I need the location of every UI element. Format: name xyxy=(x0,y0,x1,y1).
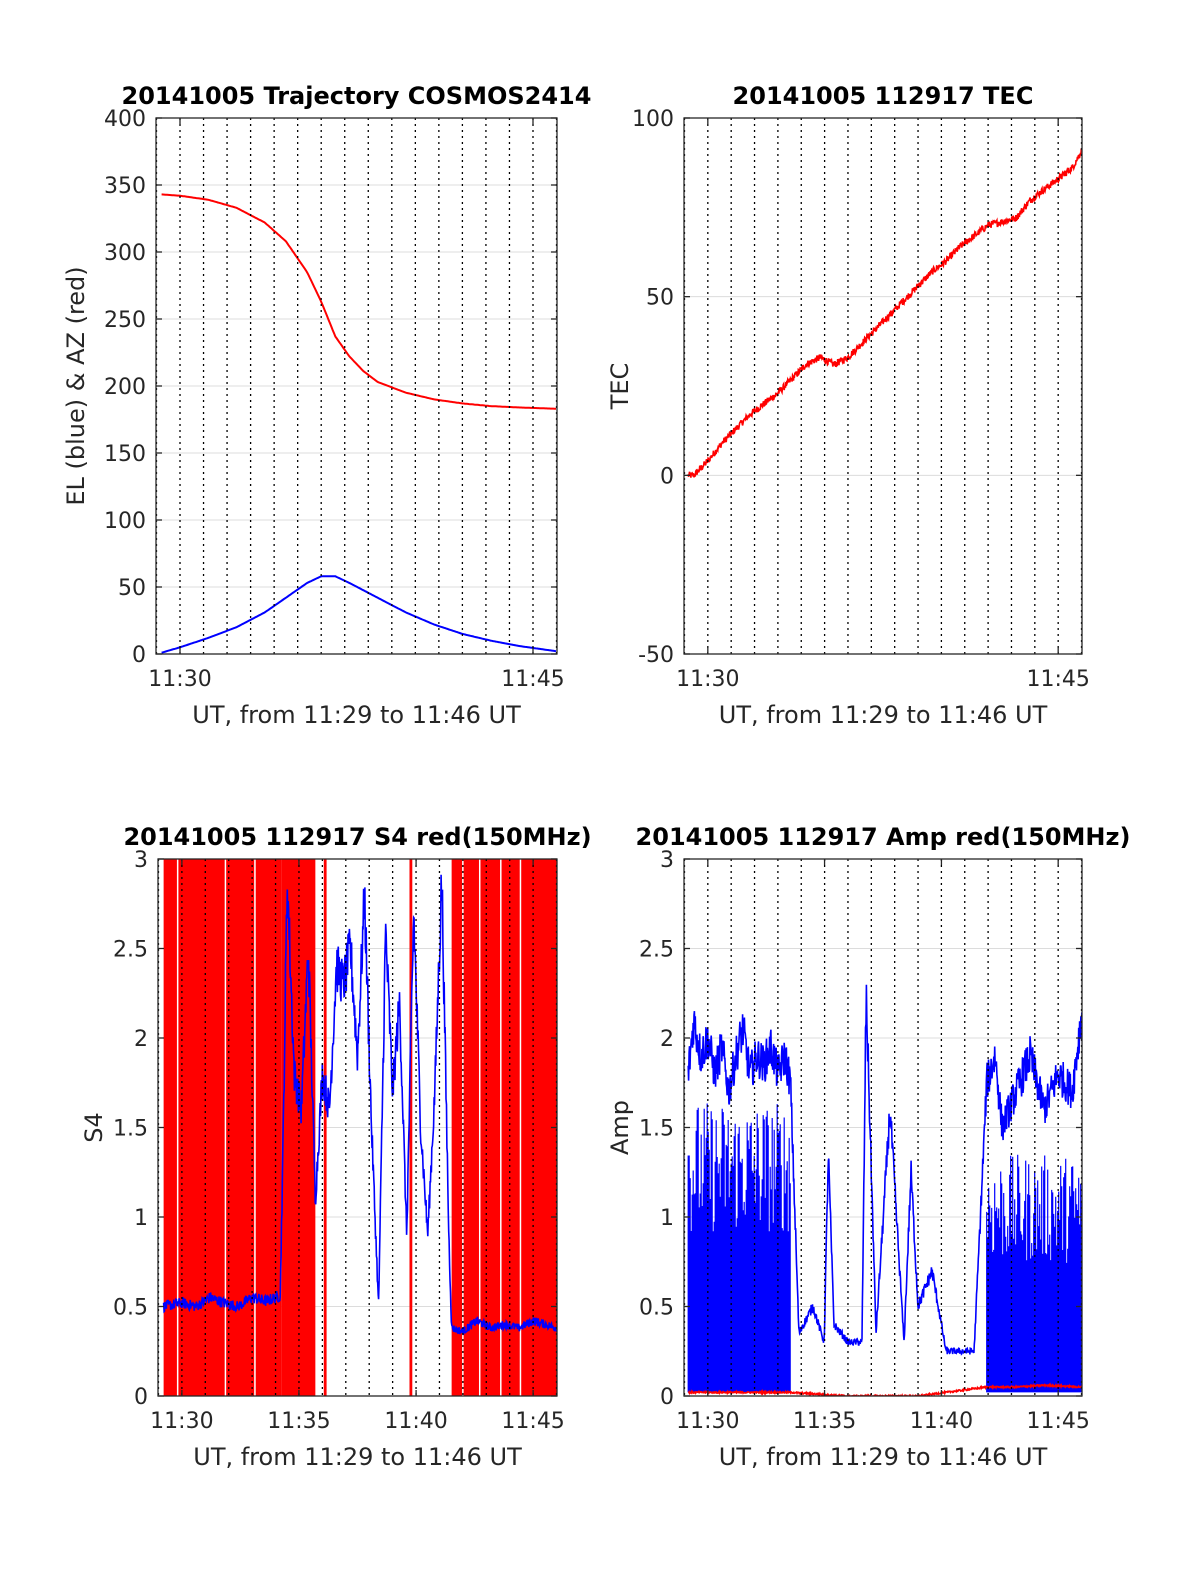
y-tick-label: 2.5 xyxy=(639,938,674,963)
series-line-trajectory-1 xyxy=(161,575,557,654)
y-tick-label: 100 xyxy=(632,107,674,132)
y-tick-label: 250 xyxy=(104,308,146,333)
s4-panel: 0 0.5 1 1.5 2 2.5 3 11:30 11:35 11:40 11:45 2014100… xyxy=(80,823,592,1471)
y-tick-label: 50 xyxy=(646,286,674,311)
x-tick-label: 11:35 xyxy=(793,1409,856,1434)
y-tick-label: 3 xyxy=(134,848,148,873)
series-line-trajectory-0 xyxy=(161,193,556,410)
x-tick-label: 11:45 xyxy=(501,1409,564,1434)
x-tick-label: 11:30 xyxy=(148,667,211,692)
y-tick-label: 100 xyxy=(104,509,146,534)
red-s4-fill xyxy=(163,859,282,1396)
red-s4-fill xyxy=(451,859,557,1396)
y-tick-label: 0.5 xyxy=(639,1296,674,1321)
amp-blue-dense-block xyxy=(687,1103,791,1393)
chart-title: 20141005 112917 Amp red(150MHz) xyxy=(636,823,1131,851)
y-tick-label: -50 xyxy=(638,643,674,668)
red-s4-fill xyxy=(409,859,413,1396)
tec-panel: -50 0 50 100 11:30 11:45 20141005 112917 TEC UT… xyxy=(606,82,1090,729)
y-tick-label: 0 xyxy=(134,1385,148,1410)
red-s4-fill xyxy=(323,859,327,1396)
plot-area xyxy=(687,148,1082,478)
y-axis-label: EL (blue) & AZ (red) xyxy=(62,266,90,505)
y-tick-label: 1.5 xyxy=(113,1117,148,1142)
y-tick-label: 150 xyxy=(104,442,146,467)
series-line-tec-0 xyxy=(687,148,1082,478)
y-tick-label: 3 xyxy=(660,848,674,873)
y-tick-label: 2 xyxy=(660,1027,674,1052)
y-tick-label: 1 xyxy=(660,1206,674,1231)
x-tick-label: 11:30 xyxy=(676,1409,739,1434)
y-tick-label: 0 xyxy=(132,643,146,668)
y-axis-label: TEC xyxy=(606,363,634,411)
x-axis-label: UT, from 11:29 to 11:46 UT xyxy=(193,1443,522,1471)
chart-title: 20141005 112917 TEC xyxy=(733,82,1034,110)
x-tick-label: 11:40 xyxy=(384,1409,447,1434)
x-axis-label: UT, from 11:29 to 11:46 UT xyxy=(719,701,1048,729)
x-axis-label: UT, from 11:29 to 11:46 UT xyxy=(719,1443,1048,1471)
axes-box xyxy=(683,117,1083,655)
x-tick-label: 11:30 xyxy=(150,1409,213,1434)
y-tick-label: 300 xyxy=(104,241,146,266)
y-tick-label: 2 xyxy=(134,1027,148,1052)
y-tick-label: 1.5 xyxy=(639,1117,674,1142)
plot-area xyxy=(687,984,1082,1396)
x-tick-label: 11:45 xyxy=(1026,1409,1089,1434)
x-axis-label: UT, from 11:29 to 11:46 UT xyxy=(192,701,521,729)
x-tick-label: 11:45 xyxy=(1026,667,1089,692)
series-line-amp-0 xyxy=(687,984,1082,1356)
y-tick-label: 350 xyxy=(104,174,146,199)
amp-panel: 0 0.5 1 1.5 2 2.5 3 11:30 11:35 11:40 11:45 2014100… xyxy=(606,823,1130,1471)
y-tick-label: 1 xyxy=(134,1206,148,1231)
series-line-s4-0 xyxy=(162,874,557,1336)
red-s4-fill xyxy=(281,859,316,1396)
y-tick-label: 200 xyxy=(104,375,146,400)
y-tick-label: 0 xyxy=(660,464,674,489)
plot-area xyxy=(162,859,557,1396)
series-line-amp-1 xyxy=(687,1382,1082,1396)
plot-area xyxy=(161,193,557,654)
chart-title: 20141005 Trajectory COSMOS2414 xyxy=(122,82,592,110)
y-tick-label: 0 xyxy=(660,1385,674,1410)
y-tick-label: 400 xyxy=(104,107,146,132)
x-tick-label: 11:40 xyxy=(910,1409,973,1434)
y-axis-label: S4 xyxy=(80,1112,108,1143)
x-tick-label: 11:45 xyxy=(501,667,564,692)
y-axis-label: Amp xyxy=(606,1100,634,1155)
x-tick-label: 11:35 xyxy=(267,1409,330,1434)
y-tick-label: 0.5 xyxy=(113,1296,148,1321)
y-tick-label: 50 xyxy=(118,576,146,601)
amp-blue-dense-block xyxy=(986,1154,1082,1393)
trajectory-panel: 0 50 100 150 200 250 300 350 400 11:30 11:45 201410… xyxy=(62,82,591,729)
y-tick-label: 2.5 xyxy=(113,938,148,963)
chart-title: 20141005 112917 S4 red(150MHz) xyxy=(123,823,591,851)
x-tick-label: 11:30 xyxy=(676,667,739,692)
